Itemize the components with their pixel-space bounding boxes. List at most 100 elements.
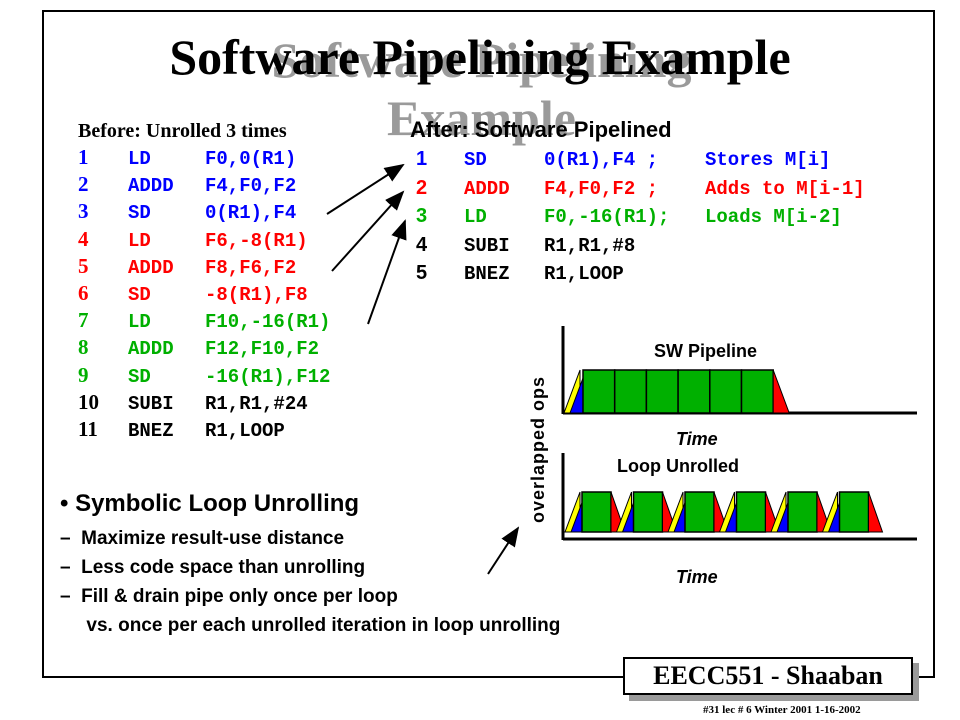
before-code-row: 6 SD -8(R1),F8 bbox=[78, 281, 308, 306]
operands: 0(R1),F4 bbox=[205, 202, 297, 225]
iteration-body bbox=[735, 491, 767, 533]
slide-title: Software Pipelining Example Software Pip… bbox=[169, 28, 791, 146]
after-code-row: 3 LD F0,-16(R1); Loads M[i-2] bbox=[416, 205, 842, 228]
code-comment: Loads M[i-2] bbox=[705, 206, 842, 228]
footer-course: EECC551 - Shaaban bbox=[623, 657, 913, 695]
code-comment: Stores M[i] bbox=[705, 149, 831, 171]
opcode: SUBI bbox=[464, 234, 510, 257]
top-time-label: Time bbox=[676, 429, 718, 449]
operands: F0,0(R1) bbox=[205, 148, 297, 170]
line-number: 3 bbox=[416, 205, 428, 227]
bullet-item: – Less code space than unrolling bbox=[60, 557, 366, 578]
before-code-row: 9 SD -16(R1),F12 bbox=[78, 363, 330, 388]
before-code-row: 5 ADDD F8,F6,F2 bbox=[78, 254, 296, 279]
bullet-item: – Fill & drain pipe only once per loop bbox=[60, 586, 398, 607]
line-number: 1 bbox=[78, 145, 89, 169]
line-number: 6 bbox=[78, 281, 89, 305]
title-shadow: Software Pipelining Example bbox=[271, 32, 692, 146]
operands: -16(R1),F12 bbox=[205, 365, 331, 388]
after-code-row: 1 SD 0(R1),F4 ; Stores M[i] bbox=[416, 148, 830, 171]
sw-pipeline-bars bbox=[563, 369, 790, 414]
loop-unrolled-bars bbox=[564, 491, 884, 533]
overlapped-ops-label: overlapped ops bbox=[528, 376, 548, 523]
line-number: 3 bbox=[78, 199, 89, 224]
before-heading: Before: Unrolled 3 times bbox=[78, 120, 287, 142]
drain-triangle bbox=[772, 369, 790, 414]
opcode: SD bbox=[128, 365, 151, 388]
operands: 0(R1),F4 ; bbox=[544, 149, 659, 171]
operands: R1,LOOP bbox=[205, 420, 285, 442]
footer-course-box: EECC551 - Shaaban bbox=[623, 657, 919, 701]
opcode: ADDD bbox=[128, 338, 174, 361]
steady-state-segment bbox=[709, 369, 743, 414]
opcode: SD bbox=[128, 284, 151, 306]
after-code-row: 5 BNEZ R1,LOOP bbox=[416, 262, 705, 285]
operands: -8(R1),F8 bbox=[205, 284, 308, 306]
line-number: 1 bbox=[416, 148, 428, 170]
iteration-body bbox=[632, 491, 664, 533]
opcode: ADDD bbox=[128, 256, 174, 279]
opcode: BNEZ bbox=[128, 420, 174, 442]
line-number: 10 bbox=[78, 389, 99, 414]
bottom-time-label: Time bbox=[676, 567, 718, 587]
bullet-section: • Symbolic Loop Unrolling – Maximize res… bbox=[60, 490, 560, 640]
opcode: ADDD bbox=[464, 177, 510, 200]
before-code-row: 11 BNEZ R1,LOOP bbox=[78, 417, 285, 442]
operands: R1,R1,#24 bbox=[205, 392, 308, 415]
line-number: 2 bbox=[78, 172, 89, 197]
bullet-item: – Maximize result-use distance bbox=[60, 528, 345, 549]
iteration-body bbox=[581, 491, 612, 533]
loop-unrolled-title: Loop Unrolled bbox=[617, 456, 739, 476]
steady-state-segment bbox=[740, 369, 774, 414]
opcode: SUBI bbox=[128, 392, 174, 415]
opcode: LD bbox=[128, 148, 151, 170]
title-container: Software Pipelining Example Software Pip… bbox=[0, 28, 960, 146]
iteration-body bbox=[787, 491, 818, 533]
iteration-drain bbox=[868, 491, 884, 533]
line-number: 5 bbox=[416, 262, 428, 284]
steady-state-segment bbox=[645, 369, 679, 414]
steady-state-segment bbox=[677, 369, 711, 414]
operands: F8,F6,F2 bbox=[205, 256, 297, 279]
opcode: LD bbox=[128, 229, 151, 252]
steady-state-segment bbox=[582, 369, 616, 414]
before-code-row: 7 LD F10,-16(R1) bbox=[78, 308, 330, 333]
bullet-item: vs. once per each unrolled iteration in … bbox=[60, 615, 561, 636]
after-code-row: 2 ADDD F4,F0,F2 ; Adds to M[i-1] bbox=[416, 177, 865, 200]
opcode: SD bbox=[464, 149, 487, 171]
line-number: 5 bbox=[78, 253, 89, 278]
line-number: 4 bbox=[416, 233, 428, 256]
opcode: BNEZ bbox=[464, 263, 510, 285]
operands: R1,R1,#8 bbox=[544, 234, 636, 257]
line-number: 4 bbox=[78, 226, 89, 251]
footer-note: #31 lec # 6 Winter 2001 1-16-2002 bbox=[703, 704, 861, 716]
before-code-row: 8 ADDD F12,F10,F2 bbox=[78, 335, 319, 360]
slide-frame bbox=[42, 10, 935, 678]
line-number: 11 bbox=[78, 417, 98, 441]
operands: F0,-16(R1); bbox=[544, 206, 670, 228]
line-number: 9 bbox=[78, 362, 89, 387]
steady-state-segment bbox=[613, 369, 648, 414]
code-comment: Adds to M[i-1] bbox=[705, 177, 865, 200]
before-code-row: 3 SD 0(R1),F4 bbox=[78, 199, 296, 224]
opcode: ADDD bbox=[128, 175, 174, 198]
bullet-main: • Symbolic Loop Unrolling bbox=[60, 490, 360, 517]
before-code-row: 10 SUBI R1,R1,#24 bbox=[78, 390, 308, 415]
before-code-row: 2 ADDD F4,F0,F2 bbox=[78, 172, 296, 197]
operands: F4,F0,F2 ; bbox=[544, 177, 659, 200]
iteration-body bbox=[838, 491, 870, 533]
after-heading: After: Software Pipelined bbox=[410, 117, 672, 142]
line-number: 8 bbox=[78, 335, 89, 360]
operands: F12,F10,F2 bbox=[205, 338, 320, 361]
before-code-row: 1 LD F0,0(R1) bbox=[78, 145, 296, 170]
opcode: LD bbox=[464, 206, 487, 228]
iteration-body bbox=[684, 491, 715, 533]
operands: F4,F0,F2 bbox=[205, 175, 297, 198]
before-code-row: 4 LD F6,-8(R1) bbox=[78, 227, 308, 252]
operands: R1,LOOP bbox=[544, 263, 624, 285]
line-number: 7 bbox=[78, 308, 89, 333]
opcode: SD bbox=[128, 202, 151, 225]
operands: F10,-16(R1) bbox=[205, 311, 331, 334]
title-text: Software Pipelining Example bbox=[169, 29, 791, 85]
